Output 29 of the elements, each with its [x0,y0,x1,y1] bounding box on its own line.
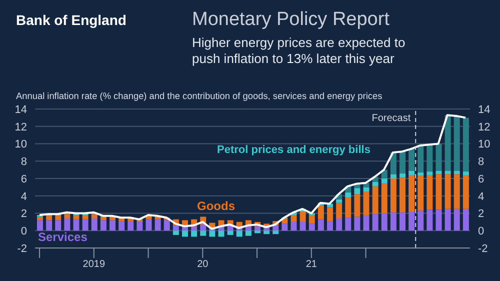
y-tick-label: 4 [20,190,27,203]
y2-tick-label: 0 [478,226,484,238]
y-tick-label: 0 [20,226,27,238]
x-tick-label: 21 [306,259,318,270]
chart-subtitle: Higher energy prices are expected to push inflation to 13% later this year [192,35,406,67]
y-tick-label: 2 [20,208,27,220]
ref-line-label: Forecast [372,113,411,124]
x-tick-label: 20 [197,259,209,270]
chart-title: Monetary Policy Report [192,9,390,31]
text: Petrol prices and energy bills [217,144,370,156]
y-tick-label: -2 [17,242,27,255]
series-label: Services [38,230,88,244]
y2-tick-label: 12 [478,121,490,134]
y2-tick-label: 8 [478,156,484,168]
y-tick-label: 6 [20,173,27,186]
y2-tick-label: 2 [478,208,484,220]
series-label: Goods [197,199,235,213]
y-tick-label: 8 [20,156,27,168]
y-tick-label: 10 [14,138,27,151]
x-tick-label: 2019 [82,259,106,270]
y-tick-label: 14 [14,104,27,116]
text: Bank of England [16,12,126,28]
y-tick-label: 12 [14,121,27,134]
y2-tick-label: 14 [478,104,490,116]
y2-tick-label: -2 [478,242,488,255]
text: Annual inflation rate (% change) and the contribution of goods, services and energy prices [16,91,382,101]
y2-tick-label: 6 [478,173,484,186]
y2-tick-label: 4 [478,190,484,203]
y2-tick-label: 10 [478,138,490,151]
